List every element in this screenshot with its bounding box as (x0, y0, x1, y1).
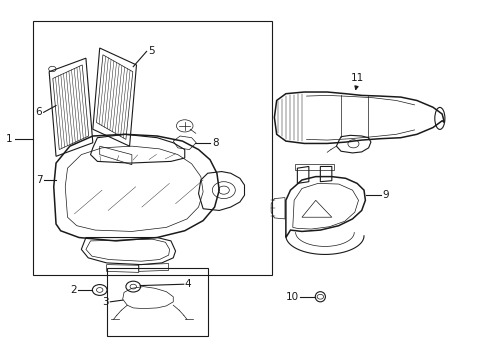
Text: 11: 11 (350, 73, 363, 84)
Text: 2: 2 (70, 285, 77, 295)
Text: 6: 6 (36, 107, 42, 117)
Text: 9: 9 (382, 190, 388, 200)
Text: 8: 8 (212, 138, 219, 148)
Text: 5: 5 (148, 46, 154, 57)
Text: 4: 4 (184, 279, 191, 289)
Text: 3: 3 (102, 297, 109, 307)
Text: 10: 10 (285, 292, 298, 302)
Text: 1: 1 (6, 134, 12, 144)
Text: 7: 7 (36, 175, 42, 185)
